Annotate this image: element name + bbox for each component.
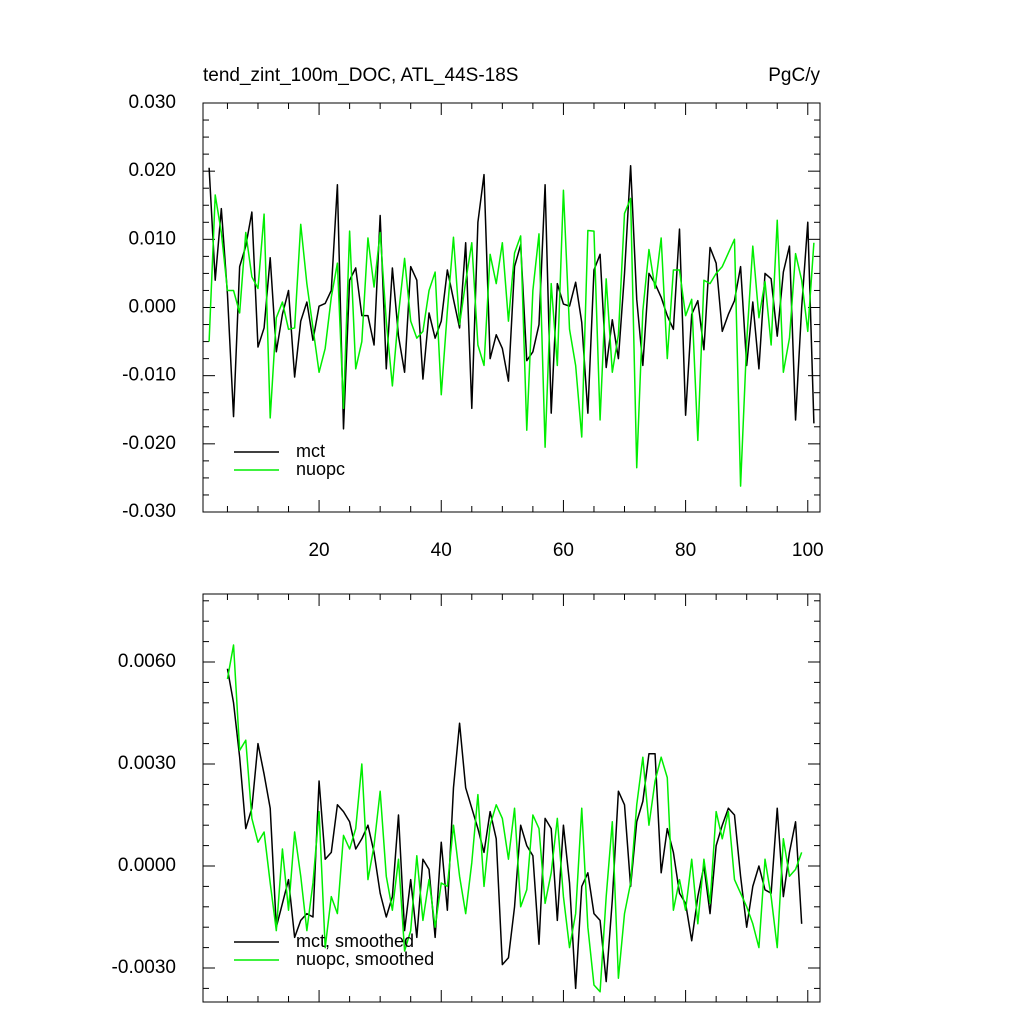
y-tick-label: -0.030: [122, 501, 176, 522]
legend-label: mct, smoothed: [296, 931, 414, 951]
series-line: [208, 189, 815, 487]
x-tick-label: 80: [675, 540, 696, 561]
series-line: [226, 668, 803, 990]
series-line: [208, 164, 815, 430]
x-tick-label: 20: [308, 540, 329, 561]
y-tick-label: 0.000: [128, 297, 176, 318]
plot-frame: [202, 593, 821, 1003]
y-tick-label: 0.010: [128, 228, 176, 249]
y-tick-label: 0.0030: [118, 753, 176, 774]
series-line: [226, 644, 803, 993]
chart-title: tend_zint_100m_DOC, ATL_44S-18S: [203, 65, 518, 86]
y-tick-label: 0.020: [128, 160, 176, 181]
y-tick-label: -0.020: [122, 433, 176, 454]
y-tick-label: 0.0060: [118, 651, 176, 672]
y-tick-label: 0.0000: [118, 855, 176, 876]
y-tick-label: 0.030: [128, 92, 176, 113]
x-tick-label: 60: [553, 540, 574, 561]
units-label: PgC/y: [768, 65, 820, 86]
x-tick-label: 40: [431, 540, 452, 561]
legend-label: nuopc, smoothed: [296, 949, 434, 969]
legend-label: nuopc: [296, 459, 345, 479]
legend-label: mct: [296, 441, 325, 461]
y-tick-label: -0.010: [122, 365, 176, 386]
x-tick-label: 100: [792, 540, 824, 561]
y-tick-label: -0.0030: [112, 957, 176, 978]
